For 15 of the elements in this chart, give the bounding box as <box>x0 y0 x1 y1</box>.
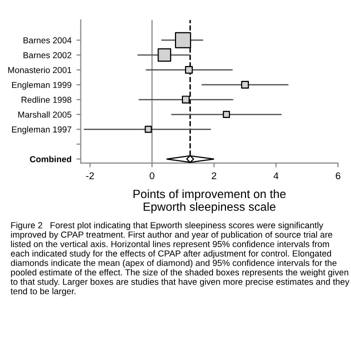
x-tick-label: 6 <box>336 172 340 180</box>
y-tick-label: Barnes 2002 <box>24 52 72 58</box>
x-tick-label: 0 <box>150 172 154 180</box>
y-tick-label: Engleman 1997 <box>12 126 72 134</box>
x-tick-label: 4 <box>274 172 278 180</box>
y-tick-label: Barnes 2004 <box>24 37 72 44</box>
y-tick-label: Monasterio 2001 <box>8 66 72 74</box>
y-tick-label: Engleman 1999 <box>12 82 72 90</box>
x-tick-label: -2 <box>86 172 94 180</box>
y-tick-label: Marshall 2005 <box>18 111 72 118</box>
y-tick-label: Combined <box>30 156 72 162</box>
x-axis-title: Points of improvement on the Epworth sleepiness scale <box>134 189 286 214</box>
x-tick-label: 2 <box>212 172 216 180</box>
y-tick-label: Redline 1998 <box>22 96 72 103</box>
caption: Figure 2 Forest plot indicating that Epworth sleepiness scores were significantly improved by CPAP treatment. First author and year of publication of source trial are listed on the vertical axis. Horizontal lines represent 95% confidence intervals from each indicated study for the effects of CPAP after adjustment for control. Elongated diamonds indicate the mean (apex of diamond) and 95% confidence intervals for the pooled estimate of the effect. The size of the shaded boxes represents the weight given to that study. Larger boxes are studies that have given more precise estimates and they tend to be larger. <box>10 222 350 296</box>
